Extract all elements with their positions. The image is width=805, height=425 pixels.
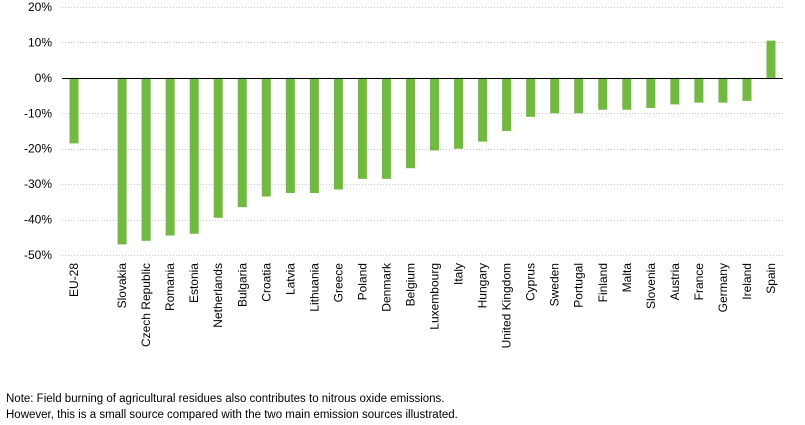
x-tick-label: Finland — [596, 263, 610, 302]
bar-united-kingdom — [502, 77, 512, 131]
bar-luxembourg — [430, 77, 440, 151]
x-tick-label: Portugal — [572, 263, 586, 308]
bar-poland — [357, 77, 367, 179]
bar-hungary — [478, 77, 488, 142]
y-tick-label: 10% — [28, 35, 52, 49]
x-tick-label: Cyprus — [524, 263, 538, 301]
bar-ireland — [742, 77, 752, 101]
bar-bulgaria — [237, 77, 247, 208]
bar-sweden — [550, 77, 560, 114]
bar-czech-republic — [141, 77, 151, 241]
x-tick-label: Germany — [716, 263, 730, 312]
x-tick-label: Malta — [620, 263, 634, 293]
bar-italy — [454, 77, 464, 149]
x-tick-label: Bulgaria — [235, 263, 249, 307]
x-tick-label: Sweden — [548, 263, 562, 306]
y-tick-label: 0% — [35, 71, 53, 85]
x-tick-label: Belgium — [403, 263, 417, 306]
x-tick-label: Netherlands — [211, 263, 225, 328]
y-axis-tick-labels: 20% 10% 0% -10% -20% -30% -40% -50% — [24, 0, 52, 262]
x-tick-label: Romania — [163, 263, 177, 311]
note-line-2: However, this is a small source compared… — [6, 409, 458, 421]
y-tick-label: -40% — [24, 213, 52, 227]
bar-croatia — [261, 77, 271, 197]
bar-chart: 20% 10% 0% -10% -20% -30% -40% -50% EU-28 Slovak… — [24, 0, 783, 348]
bar-france — [694, 77, 704, 103]
bar-finland — [598, 77, 608, 110]
bar-netherlands — [213, 77, 223, 218]
x-axis-tick-labels: EU-28 Slovakia Czech Republic Romania Estoni… — [67, 262, 778, 348]
x-tick-label: Croatia — [259, 263, 273, 302]
y-tick-label: -30% — [24, 177, 52, 191]
x-tick-label: EU-28 — [67, 263, 81, 297]
bar-portugal — [574, 77, 584, 114]
bar-latvia — [285, 77, 295, 193]
y-tick-label: 20% — [28, 0, 52, 14]
x-tick-label: Hungary — [476, 263, 490, 308]
bar-estonia — [189, 77, 199, 234]
bar-slovenia — [646, 77, 656, 108]
x-tick-label: United Kingdom — [500, 263, 514, 348]
x-tick-label: Slovakia — [115, 263, 129, 309]
x-tick-label: Spain — [764, 263, 778, 294]
note-line-1: Note: Field burning of agricultural resi… — [6, 393, 445, 405]
bars — [69, 40, 776, 245]
bar-greece — [333, 77, 343, 190]
x-tick-label: Slovenia — [644, 263, 658, 309]
y-tick-label: -20% — [24, 142, 52, 156]
x-tick-label: France — [692, 263, 706, 301]
x-tick-label: Austria — [668, 263, 682, 301]
x-tick-label: Lithuania — [307, 263, 321, 312]
bar-romania — [165, 77, 175, 236]
x-tick-label: Estonia — [187, 263, 201, 303]
bar-austria — [670, 77, 680, 105]
bar-malta — [622, 77, 632, 110]
bar-slovakia — [117, 77, 127, 245]
x-tick-label: Italy — [452, 263, 466, 285]
x-tick-label: Luxembourg — [428, 263, 442, 330]
bar-belgium — [405, 77, 415, 169]
x-tick-label: Latvia — [283, 263, 297, 295]
bar-spain — [766, 40, 776, 78]
bar-denmark — [381, 77, 391, 179]
bar-eu-28 — [69, 77, 79, 144]
x-tick-label: Poland — [355, 263, 369, 300]
y-tick-label: -50% — [24, 248, 52, 262]
bar-lithuania — [309, 77, 319, 193]
y-tick-label: -10% — [24, 106, 52, 120]
bar-germany — [718, 77, 728, 103]
bar-cyprus — [526, 77, 536, 117]
x-tick-label: Greece — [331, 263, 345, 303]
x-tick-label: Czech Republic — [139, 263, 153, 347]
x-tick-label: Denmark — [379, 262, 393, 312]
x-tick-label: Ireland — [740, 263, 754, 300]
